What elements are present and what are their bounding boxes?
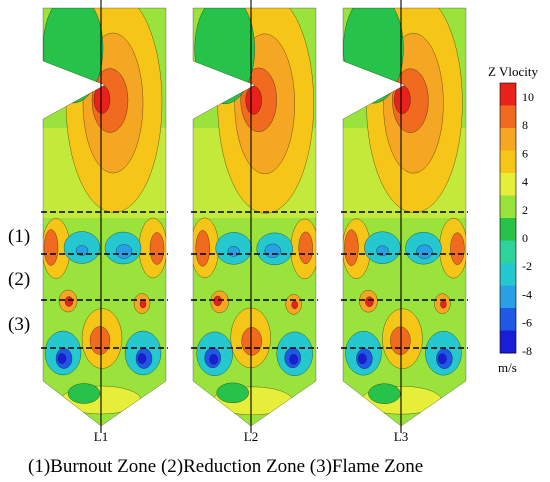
colorbar: 10 8 6 4 2 0 -2 -4 -6 -8 [499,82,534,358]
contour-region [291,300,298,310]
colorbar-band [500,308,516,331]
contour-region [298,231,313,265]
colorbar-tick-label: 4 [522,175,528,189]
colorbar-tick-label: 10 [522,90,534,104]
contour-region [64,296,74,307]
colorbar-tick-label: -2 [522,259,532,273]
contour-region [67,383,101,404]
contour-region [194,8,255,105]
contour-region [438,353,447,364]
colorbar-band [500,83,516,106]
furnace-outline [192,7,317,427]
contour-region [57,353,67,364]
contour-region [241,327,262,356]
colorbar-band [500,150,516,174]
colorbar-band [500,105,516,129]
contour-region [368,383,401,404]
contour-region [227,246,240,257]
contour-region [195,230,210,267]
contour-region [365,296,374,307]
contour-panels [41,0,468,433]
figure-caption: (1)Burnout Zone (2)Reduction Zone (3)Fla… [28,456,423,477]
colorbar-tick-label: 0 [522,231,528,245]
contour-region [344,229,359,266]
colorbar-band [500,240,516,264]
contour-region [115,244,133,259]
colorbar-band [500,173,516,196]
contour-region [264,243,281,259]
contour-region [209,354,218,365]
colorbar-tick-label: -6 [522,316,532,330]
colorbar-band [500,263,516,286]
colorbar-tick-label: 2 [522,203,528,217]
contour-region [358,353,367,364]
contour-panel [341,0,468,433]
contour-region [43,8,104,104]
contour-panel [191,0,318,433]
contour-region [343,8,404,104]
contour-region [390,326,411,355]
colorbar-tick-label: -8 [522,344,532,358]
colorbar-band [500,218,516,241]
furnace-outline [42,7,167,427]
contour-region [89,326,111,355]
colorbar-band [500,330,516,354]
contour-panel [41,0,168,433]
panel-label-l3: L3 [394,429,408,444]
contour-region [216,382,249,404]
contour-region [450,232,465,265]
contour-region [43,229,59,266]
colorbar-frame [499,82,517,354]
contour-region [394,85,411,114]
zone-label-reduction: (2) [8,269,30,290]
colorbar-tick-label: 8 [522,118,528,132]
contour-region [149,232,165,265]
contour-region [137,353,147,364]
zone-label-burnout: (1) [8,226,30,247]
colorbar-title: Z Vlocity [488,64,538,79]
contour-region [440,299,447,309]
contour-region [213,295,222,307]
colorbar-band [500,128,516,151]
contour-region [245,86,262,115]
colorbar-tick-label: 6 [522,146,528,160]
colorbar-band [500,195,516,219]
contour-region [289,354,298,365]
furnace-outline [342,7,467,427]
colorbar-tick-label: -4 [522,287,532,301]
zone-label-flame: (3) [8,314,30,335]
contour-region [139,299,147,309]
panel-label-l2: L2 [244,429,258,444]
contour-region [416,244,433,259]
colorbar-unit: m/s [498,360,517,375]
contour-region [75,245,89,256]
colorbar-band [500,285,516,309]
panel-label-l1: L1 [94,429,108,444]
